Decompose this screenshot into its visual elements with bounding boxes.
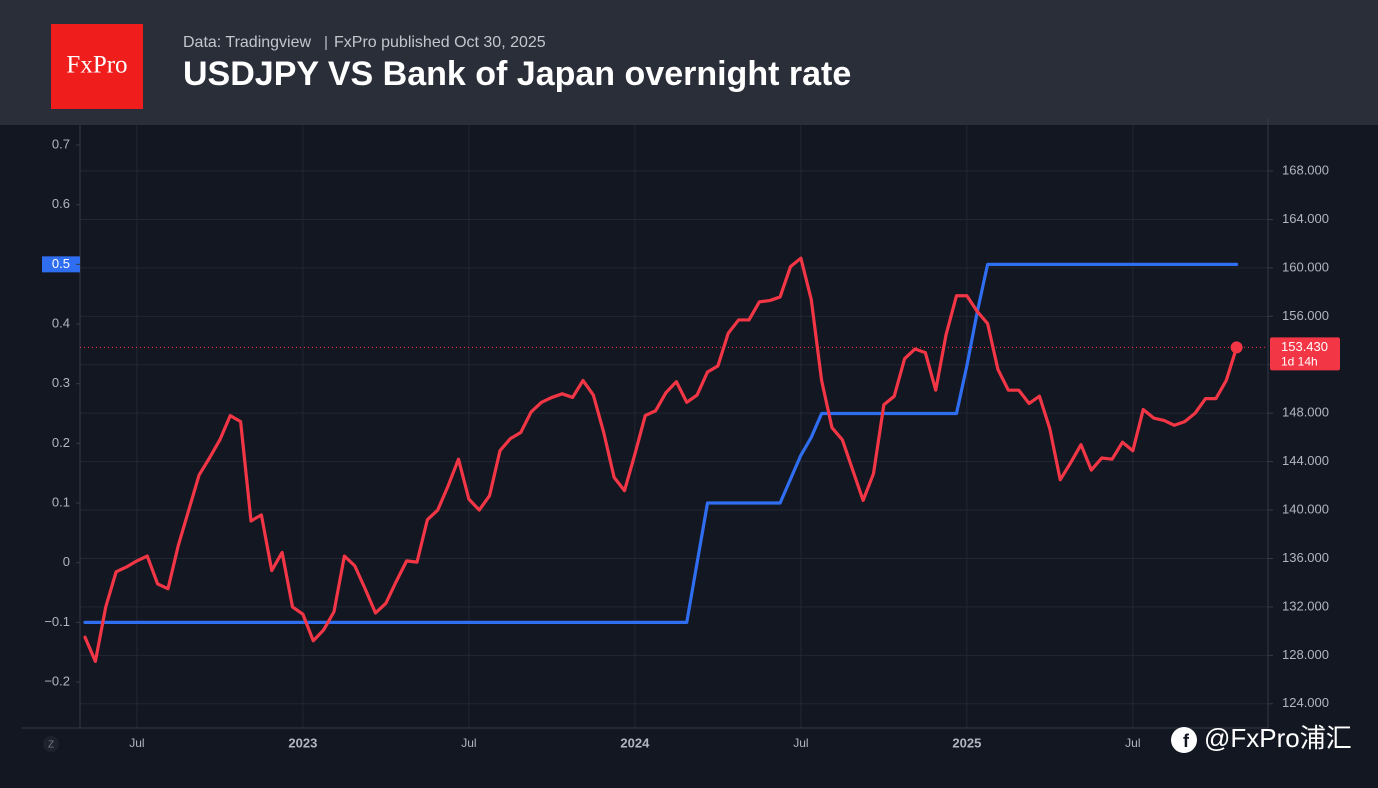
source: Data: Tradingview (183, 34, 312, 51)
y-tick-label: 0.6 (52, 196, 70, 211)
y-tick-label: 0.3 (52, 375, 70, 390)
z-button-label[interactable]: Z (48, 740, 54, 751)
price-tag-label: 153.430 (1281, 339, 1328, 354)
header-band (0, 0, 1378, 125)
series-line (83, 256, 1239, 663)
y2-tick-label: 144.000 (1282, 453, 1329, 468)
y2-tick-label: 124.000 (1282, 695, 1329, 710)
x-tick-label: Jul (461, 736, 476, 750)
logo-box (51, 24, 143, 109)
published: FxPro published Oct 30, 2025 (334, 34, 546, 51)
x-tick-label: 2023 (288, 735, 317, 750)
logo-text: FxPro (66, 52, 127, 79)
x-tick-label: 2025 (952, 735, 981, 750)
x-tick-label: Jul (1125, 736, 1140, 750)
y-current-tag (42, 256, 80, 273)
y2-tick-label: 160.000 (1282, 259, 1329, 274)
facebook-icon (1171, 727, 1197, 753)
series-line (83, 262, 1239, 624)
y-tick-label: 0.2 (52, 435, 70, 450)
y-tick-label: −0.1 (44, 614, 70, 629)
grid (80, 125, 1268, 728)
x-tick-label: 2024 (620, 735, 650, 750)
x-tick-label: Jul (793, 736, 808, 750)
watermark: @FxPro浦汇 (1204, 723, 1352, 753)
y2-tick-label: 132.000 (1282, 598, 1329, 613)
y-tick-label: 0.5 (52, 256, 70, 271)
y2-tick-label: 164.000 (1282, 211, 1329, 226)
x-tick-label: Jul (129, 736, 144, 750)
y2-tick-label: 128.000 (1282, 647, 1329, 662)
facebook-f: f (1183, 731, 1190, 751)
last-point (1230, 341, 1243, 354)
y2-tick-label: 168.000 (1282, 162, 1329, 177)
chart-title: USDJPY VS Bank of Japan overnight rate (183, 55, 851, 93)
y2-tick-label: 136.000 (1282, 550, 1329, 565)
y-tick-label: 0 (63, 554, 70, 569)
price-tag-countdown: 1d 14h (1281, 355, 1318, 369)
price-tag (1270, 337, 1340, 371)
y2-tick-label: 156.000 (1282, 308, 1329, 323)
y2-tick-label: 148.000 (1282, 405, 1329, 420)
y-tick-label: 0.7 (52, 136, 70, 151)
z-button[interactable] (43, 736, 59, 752)
y-tick-label: 0.4 (52, 315, 70, 330)
y-tick-label: −0.2 (44, 673, 70, 688)
y2-tick-label: 140.000 (1282, 501, 1329, 516)
y-tick-label: 0.1 (52, 494, 70, 509)
